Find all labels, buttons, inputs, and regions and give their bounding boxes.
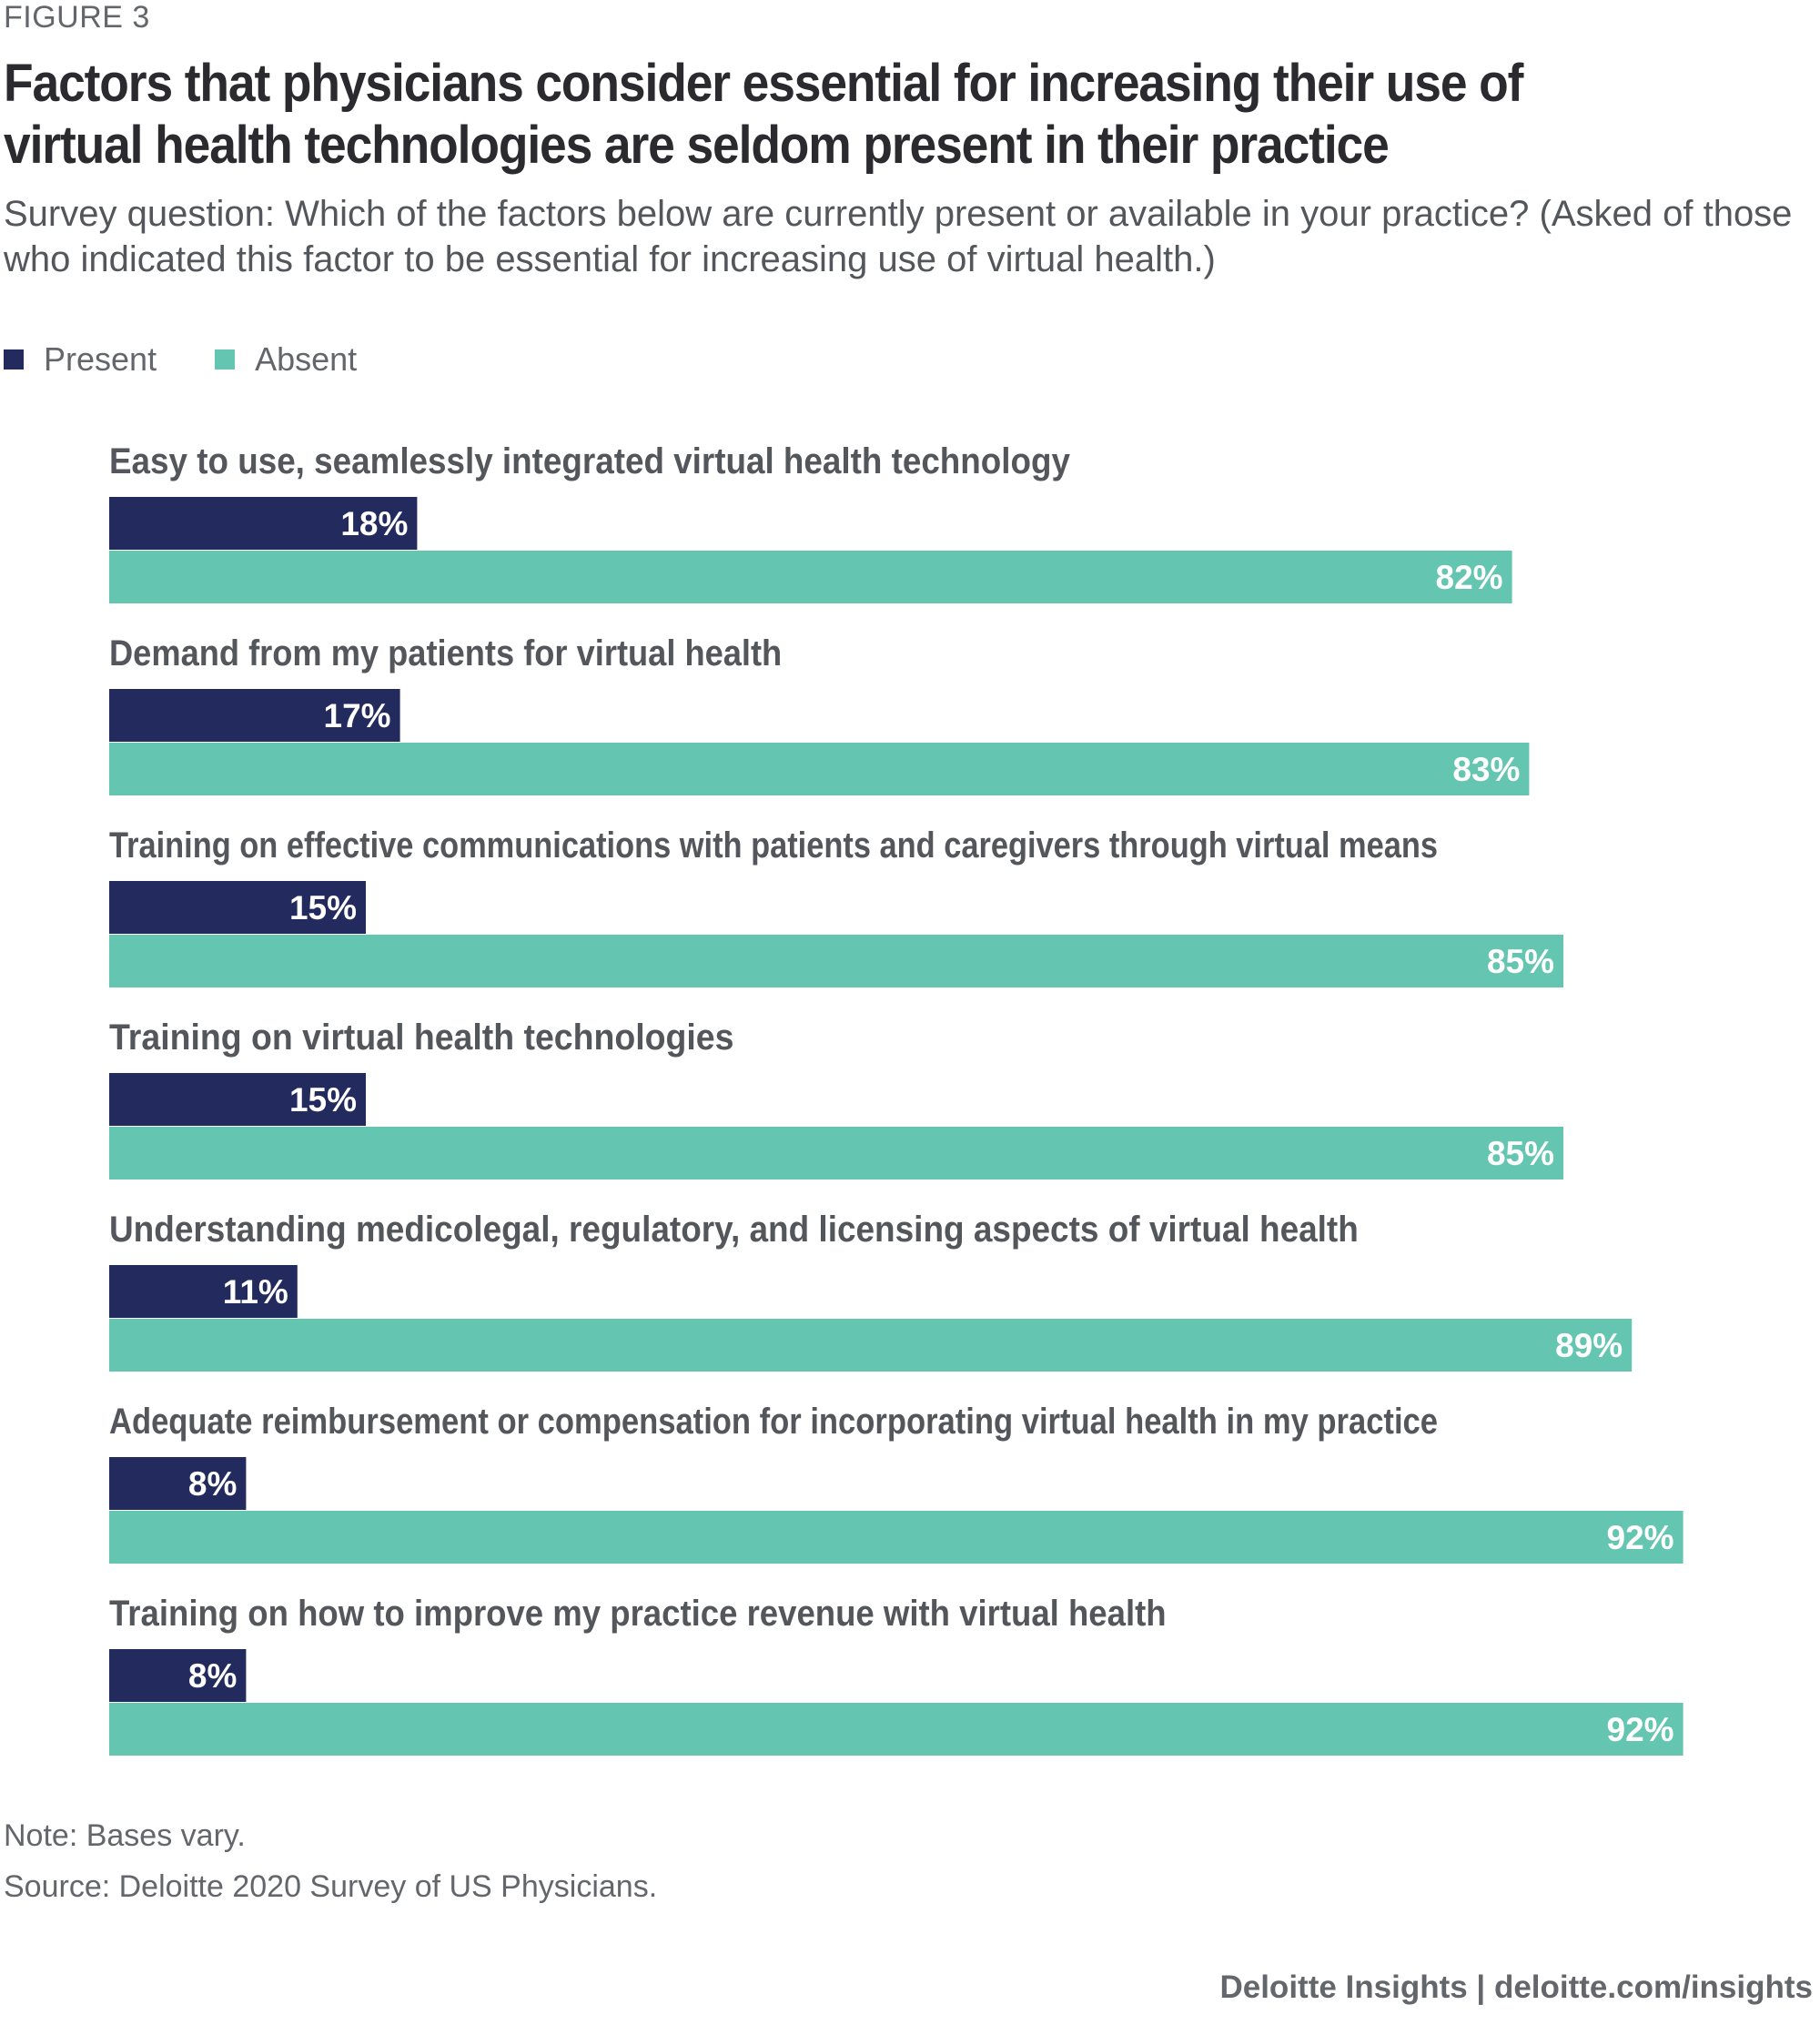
legend-swatch-absent xyxy=(215,349,236,370)
bar-absent xyxy=(109,551,1512,603)
value-label-absent: 85% xyxy=(1487,943,1554,980)
bar-group: Training on how to improve my practice r… xyxy=(109,1594,1684,1756)
category-label: Easy to use, seamlessly integrated virtu… xyxy=(109,441,1071,481)
chart-source: Source: Deloitte 2020 Survey of US Physi… xyxy=(4,1869,658,1904)
value-label-absent: 92% xyxy=(1607,1711,1674,1748)
bar-group: Adequate reimbursement or compensation f… xyxy=(109,1402,1684,1564)
value-label-present: 15% xyxy=(289,1081,357,1119)
category-label: Training on how to improve my practice r… xyxy=(109,1594,1167,1634)
bar-group: Training on virtual health technologies 1… xyxy=(109,1018,1563,1179)
chart-subtitle: Survey question: Which of the factors be… xyxy=(4,194,1793,279)
legend-item-present: Present xyxy=(4,340,157,379)
bar-absent xyxy=(109,743,1530,795)
legend-label-absent: Absent xyxy=(255,340,358,378)
bar-present xyxy=(109,1649,247,1702)
value-label-present: 15% xyxy=(289,889,357,926)
chart-title: Factors that physicians consider essenti… xyxy=(4,54,1523,175)
value-label-present: 17% xyxy=(324,697,391,734)
value-label-absent: 83% xyxy=(1452,751,1520,788)
bar-absent xyxy=(109,1511,1684,1564)
value-label-present: 8% xyxy=(188,1657,237,1695)
bar-present xyxy=(109,497,418,550)
legend-swatch-present xyxy=(4,349,24,370)
bar-chart: Easy to use, seamlessly integrated virtu… xyxy=(109,441,1684,1756)
figure-label: FIGURE 3 xyxy=(4,0,150,35)
value-label-absent: 85% xyxy=(1487,1135,1554,1172)
bar-present xyxy=(109,1457,247,1510)
bar-present xyxy=(109,1265,298,1318)
bar-absent xyxy=(109,1703,1684,1756)
bar-present xyxy=(109,1073,366,1126)
category-label: Demand from my patients for virtual heal… xyxy=(109,633,782,673)
bar-present xyxy=(109,689,400,742)
footer-credit: Deloitte Insights | deloitte.com/insight… xyxy=(1219,1969,1813,2005)
bar-group: Understanding medicolegal, regulatory, a… xyxy=(109,1210,1633,1372)
category-label: Training on virtual health technologies xyxy=(109,1018,733,1058)
bar-present xyxy=(109,881,366,934)
bar-absent xyxy=(109,1319,1633,1372)
category-label: Adequate reimbursement or compensation f… xyxy=(109,1402,1438,1442)
bar-group: Demand from my patients for virtual heal… xyxy=(109,633,1530,795)
chart-note: Note: Bases vary. xyxy=(4,1818,246,1853)
category-label: Training on effective communications wit… xyxy=(109,825,1438,866)
value-label-present: 18% xyxy=(340,505,408,542)
value-label-absent: 92% xyxy=(1607,1519,1674,1556)
value-label-absent: 89% xyxy=(1555,1327,1623,1364)
bar-group: Training on effective communications wit… xyxy=(109,825,1563,987)
value-label-present: 11% xyxy=(223,1273,288,1311)
legend-item-absent: Absent xyxy=(215,340,357,379)
bar-absent xyxy=(109,1127,1563,1179)
legend: Present Absent xyxy=(4,340,415,379)
bar-group: Easy to use, seamlessly integrated virtu… xyxy=(109,441,1512,603)
value-label-present: 8% xyxy=(188,1465,237,1503)
bar-absent xyxy=(109,935,1563,987)
value-label-absent: 82% xyxy=(1436,559,1503,596)
category-label: Understanding medicolegal, regulatory, a… xyxy=(109,1210,1359,1250)
legend-label-present: Present xyxy=(44,340,157,378)
